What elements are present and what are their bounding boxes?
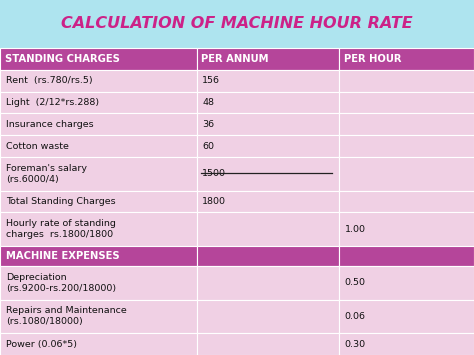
Text: 1800: 1800 — [202, 197, 227, 206]
Text: PER ANNUM: PER ANNUM — [201, 54, 269, 64]
Text: MACHINE EXPENSES: MACHINE EXPENSES — [6, 251, 119, 261]
Bar — [339, 135, 474, 157]
Text: 48: 48 — [202, 98, 214, 107]
Text: Light  (2/12*rs.288): Light (2/12*rs.288) — [6, 98, 99, 107]
Text: Cotton waste: Cotton waste — [6, 142, 69, 151]
Text: 0.30: 0.30 — [345, 340, 366, 349]
Bar — [339, 246, 474, 266]
Text: Foreman's salary
(rs.6000/4): Foreman's salary (rs.6000/4) — [6, 164, 87, 184]
Bar — [197, 113, 339, 135]
Bar — [197, 92, 339, 113]
Bar — [0, 191, 197, 212]
Text: Repairs and Maintenance
(rs.1080/18000): Repairs and Maintenance (rs.1080/18000) — [6, 306, 127, 327]
Text: Depreciation
(rs.9200-rs.200/18000): Depreciation (rs.9200-rs.200/18000) — [6, 273, 116, 293]
Bar — [197, 333, 339, 355]
Bar — [0, 246, 197, 266]
Bar — [0, 157, 197, 191]
Bar — [339, 266, 474, 300]
Bar — [197, 157, 339, 191]
Bar — [339, 300, 474, 333]
Bar — [197, 70, 339, 92]
Text: 1500: 1500 — [202, 169, 227, 178]
Text: 1.00: 1.00 — [345, 225, 365, 234]
Bar — [0, 212, 197, 246]
Bar — [339, 92, 474, 113]
Bar — [0, 48, 197, 70]
Bar — [0, 70, 197, 92]
Text: 0.06: 0.06 — [345, 312, 365, 321]
Bar — [0, 135, 197, 157]
Bar — [0, 113, 197, 135]
Bar — [339, 113, 474, 135]
Text: 0.50: 0.50 — [345, 278, 365, 287]
Text: Power (0.06*5): Power (0.06*5) — [6, 340, 77, 349]
Bar — [197, 266, 339, 300]
Text: Insurance charges: Insurance charges — [6, 120, 93, 129]
Text: 60: 60 — [202, 142, 214, 151]
Text: 156: 156 — [202, 76, 220, 85]
Text: PER HOUR: PER HOUR — [344, 54, 401, 64]
Bar — [0, 300, 197, 333]
Bar — [339, 191, 474, 212]
Bar — [339, 48, 474, 70]
Bar — [339, 212, 474, 246]
Bar — [0, 266, 197, 300]
Bar — [339, 70, 474, 92]
Bar — [197, 191, 339, 212]
Bar — [339, 333, 474, 355]
Text: Hourly rate of standing
charges  rs.1800/1800: Hourly rate of standing charges rs.1800/… — [6, 219, 116, 239]
Text: Rent  (rs.780/rs.5): Rent (rs.780/rs.5) — [6, 76, 92, 85]
Bar — [0, 92, 197, 113]
Text: 36: 36 — [202, 120, 215, 129]
Bar — [197, 212, 339, 246]
Bar — [197, 300, 339, 333]
Bar — [0, 333, 197, 355]
Bar — [339, 157, 474, 191]
Text: CALCULATION OF MACHINE HOUR RATE: CALCULATION OF MACHINE HOUR RATE — [61, 16, 413, 32]
Text: STANDING CHARGES: STANDING CHARGES — [5, 54, 119, 64]
Bar — [197, 246, 339, 266]
Bar — [197, 135, 339, 157]
Bar — [197, 48, 339, 70]
Text: Total Standing Charges: Total Standing Charges — [6, 197, 115, 206]
